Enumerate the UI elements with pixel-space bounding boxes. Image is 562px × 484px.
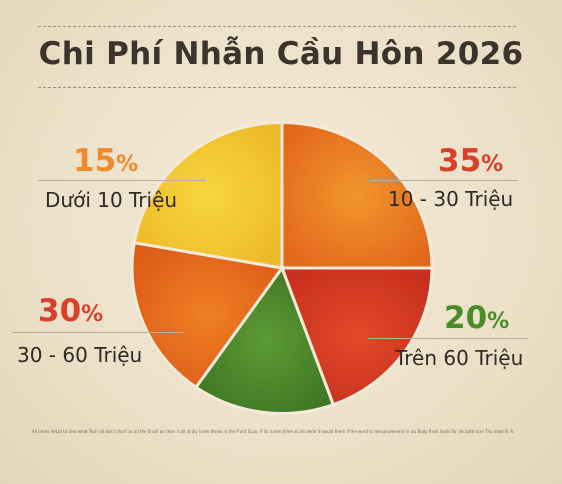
leader-line-20	[368, 338, 528, 339]
slice-label-30-60: 30 - 60 Triệu	[17, 343, 143, 367]
title-divider	[38, 87, 516, 88]
pie-slice-4	[132, 121, 284, 270]
leader-line-35	[370, 180, 518, 181]
slice-label-duoi-10: Dưới 10 Triệu	[45, 188, 178, 212]
top-divider	[38, 26, 516, 27]
leader-line-15	[38, 180, 206, 181]
pie-slice-1	[280, 266, 434, 407]
chart-title: Chi Phí Nhẫn Cầu Hôn 2026	[38, 36, 524, 72]
pct-label-15: 15%	[73, 143, 139, 179]
pct-label-35: 35%	[438, 143, 504, 179]
pie-slice-3	[130, 241, 284, 389]
slice-label-10-30: 10 - 30 Triệu	[388, 187, 514, 211]
leader-line-30	[12, 332, 184, 333]
pct-label-20: 20%	[444, 300, 510, 336]
pct-label-30: 30%	[38, 293, 104, 329]
pie-slice-2	[194, 266, 335, 415]
pie-slice-0	[280, 121, 434, 270]
footnote: All items detail to also what Tech all d…	[32, 429, 515, 434]
pie-center	[279, 265, 285, 271]
slice-label-tren-60: Trên 60 Triệu	[395, 346, 524, 370]
